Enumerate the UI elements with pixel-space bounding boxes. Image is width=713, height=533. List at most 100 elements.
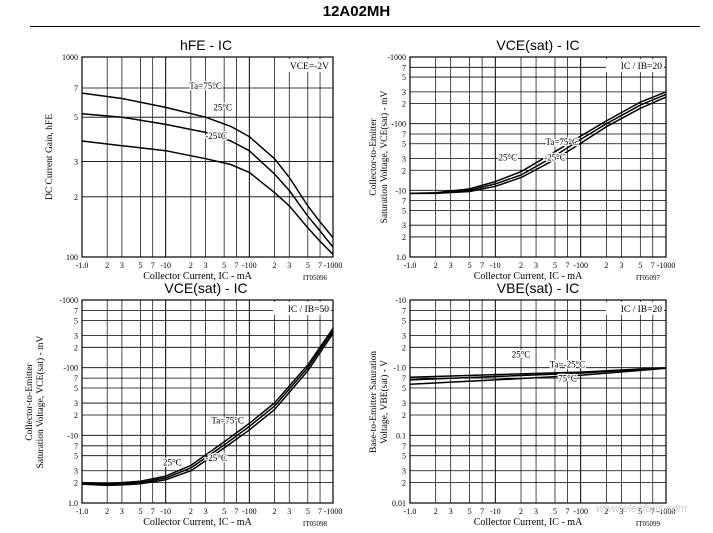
y-tick-label: 5 — [402, 452, 406, 461]
y-tick-label: 5 — [74, 113, 78, 122]
y-tick-label: 3 — [402, 155, 406, 164]
x-tick-label: 3 — [619, 261, 623, 270]
y-axis-label: Collector-to-EmitterSaturation Voltage, … — [25, 336, 46, 469]
title-rule — [30, 26, 700, 27]
x-tick-label: 7 — [151, 261, 155, 270]
y-tick-label: 2 — [74, 343, 78, 352]
series-line — [81, 92, 334, 239]
y-tick-label: 2 — [74, 193, 78, 202]
series-annotation: -25°C — [205, 131, 227, 141]
condition-bg — [288, 59, 331, 72]
series-annotation: Ta=75°C — [211, 415, 244, 425]
x-tick-label: 2 — [519, 261, 523, 270]
x-tick-label: -1.0 — [76, 261, 89, 270]
series-annotation: 25°C — [512, 349, 531, 359]
x-tick-label: -100 — [573, 261, 588, 270]
x-tick-label: 2 — [189, 261, 193, 270]
x-axis-label: Collector Current, IC - mA — [143, 517, 252, 528]
condition-bg — [606, 59, 664, 72]
y-tick-label: -1.0 — [393, 364, 406, 373]
x-tick-label: 2 — [519, 507, 523, 516]
x-tick-label: 3 — [287, 507, 291, 516]
series-annotation: Ta=75°C — [189, 81, 222, 91]
y-tick-label: 2 — [74, 411, 78, 420]
y-tick-label: 5 — [402, 206, 406, 215]
x-tick-label: -1000 — [657, 261, 676, 270]
y-tick-label: -10 — [395, 296, 406, 305]
y-tick-label: 3 — [74, 331, 78, 340]
y-tick-label: 5 — [74, 452, 78, 461]
x-tick-label: 3 — [449, 261, 453, 270]
series-annotation: 25°C — [498, 153, 517, 163]
x-tick-label: 5 — [306, 261, 310, 270]
condition-label: IC / IB=20 — [621, 305, 662, 315]
x-tick-label: -1000 — [324, 507, 343, 516]
y-tick-label: 2 — [402, 343, 406, 352]
x-tick-label: 2 — [105, 261, 109, 270]
figure-id: IT05098 — [303, 520, 328, 528]
condition-bg — [273, 302, 331, 315]
series-line — [409, 367, 667, 381]
y-tick-label: 7 — [402, 130, 406, 139]
chart-title: VCE(sat) - IC — [164, 280, 247, 296]
series-line — [81, 140, 334, 255]
x-tick-label: 7 — [234, 261, 238, 270]
x-tick-label: -100 — [573, 507, 588, 516]
series-line — [410, 96, 667, 195]
x-tick-label: 3 — [287, 261, 291, 270]
x-tick-label: 7 — [565, 261, 569, 270]
x-tick-label: -1.0 — [404, 261, 417, 270]
x-tick-label: 3 — [120, 261, 124, 270]
x-tick-label: -10 — [160, 507, 171, 516]
y-tick-label: 3 — [74, 399, 78, 408]
y-tick-label: 2 — [402, 411, 406, 420]
y-tick-label: 7 — [402, 197, 406, 206]
y-tick-label: 7 — [402, 306, 406, 315]
x-tick-label: 5 — [138, 507, 142, 516]
y-tick-label: 1.0 — [396, 253, 406, 262]
x-tick-label: 2 — [604, 261, 608, 270]
y-axis-label-line: DC Current Gain, hFE — [45, 114, 55, 200]
x-tick-label: -1000 — [324, 261, 343, 270]
series-line — [81, 330, 334, 486]
watermark: www.elecfans.com — [596, 503, 688, 515]
chart-vcesat50: -1.0 2 3 5 7 -10 2 3 5 7 -100 2 3 5 7 -10001.02357-1023… — [25, 280, 342, 528]
x-axis-label: Collector Current, IC - mA — [143, 271, 252, 282]
y-tick-label: 7 — [74, 442, 78, 451]
x-tick-label: 5 — [138, 261, 142, 270]
y-tick-label: 7 — [74, 84, 78, 93]
series-line — [81, 333, 334, 487]
y-tick-label: 2 — [402, 233, 406, 242]
series-line — [81, 113, 334, 248]
y-tick-label: 3 — [402, 331, 406, 340]
series-line — [409, 366, 667, 379]
x-tick-label: -100 — [242, 507, 257, 516]
x-tick-label: 3 — [534, 261, 538, 270]
y-tick-label: -10 — [395, 186, 406, 195]
condition-label: IC / IB=20 — [621, 62, 662, 72]
x-tick-label: 5 — [638, 507, 642, 516]
series-annotation: -25°C — [205, 453, 227, 463]
y-tick-label: -100 — [391, 120, 406, 129]
x-tick-label: 3 — [619, 507, 623, 516]
x-tick-label: 3 — [449, 507, 453, 516]
y-tick-label: 0.1 — [396, 431, 406, 440]
y-tick-label: 7 — [402, 442, 406, 451]
series-line — [81, 327, 334, 485]
y-tick-label: 3 — [402, 221, 406, 230]
series-annotation: 25°C — [213, 103, 232, 113]
x-tick-label: 5 — [222, 507, 226, 516]
x-tick-label: 2 — [434, 507, 438, 516]
y-tick-label: 3 — [74, 158, 78, 167]
x-tick-label: 7 — [651, 261, 655, 270]
x-tick-label: 3 — [534, 507, 538, 516]
y-tick-label: 0.01 — [392, 499, 406, 508]
y-tick-label: 2 — [402, 479, 406, 488]
chart-title: VCE(sat) - IC — [496, 37, 579, 53]
x-tick-label: 7 — [318, 507, 322, 516]
chart-vbesat: -1.0 2 3 5 7 -10 2 3 5 7 -100 2 3 5 7 -10000.0123570.12… — [369, 280, 675, 528]
y-tick-label: 5 — [402, 316, 406, 325]
y-axis-label: Collector-to-EmitterSaturation Voltage, … — [369, 91, 390, 224]
figure-id: IT05099 — [636, 520, 661, 528]
